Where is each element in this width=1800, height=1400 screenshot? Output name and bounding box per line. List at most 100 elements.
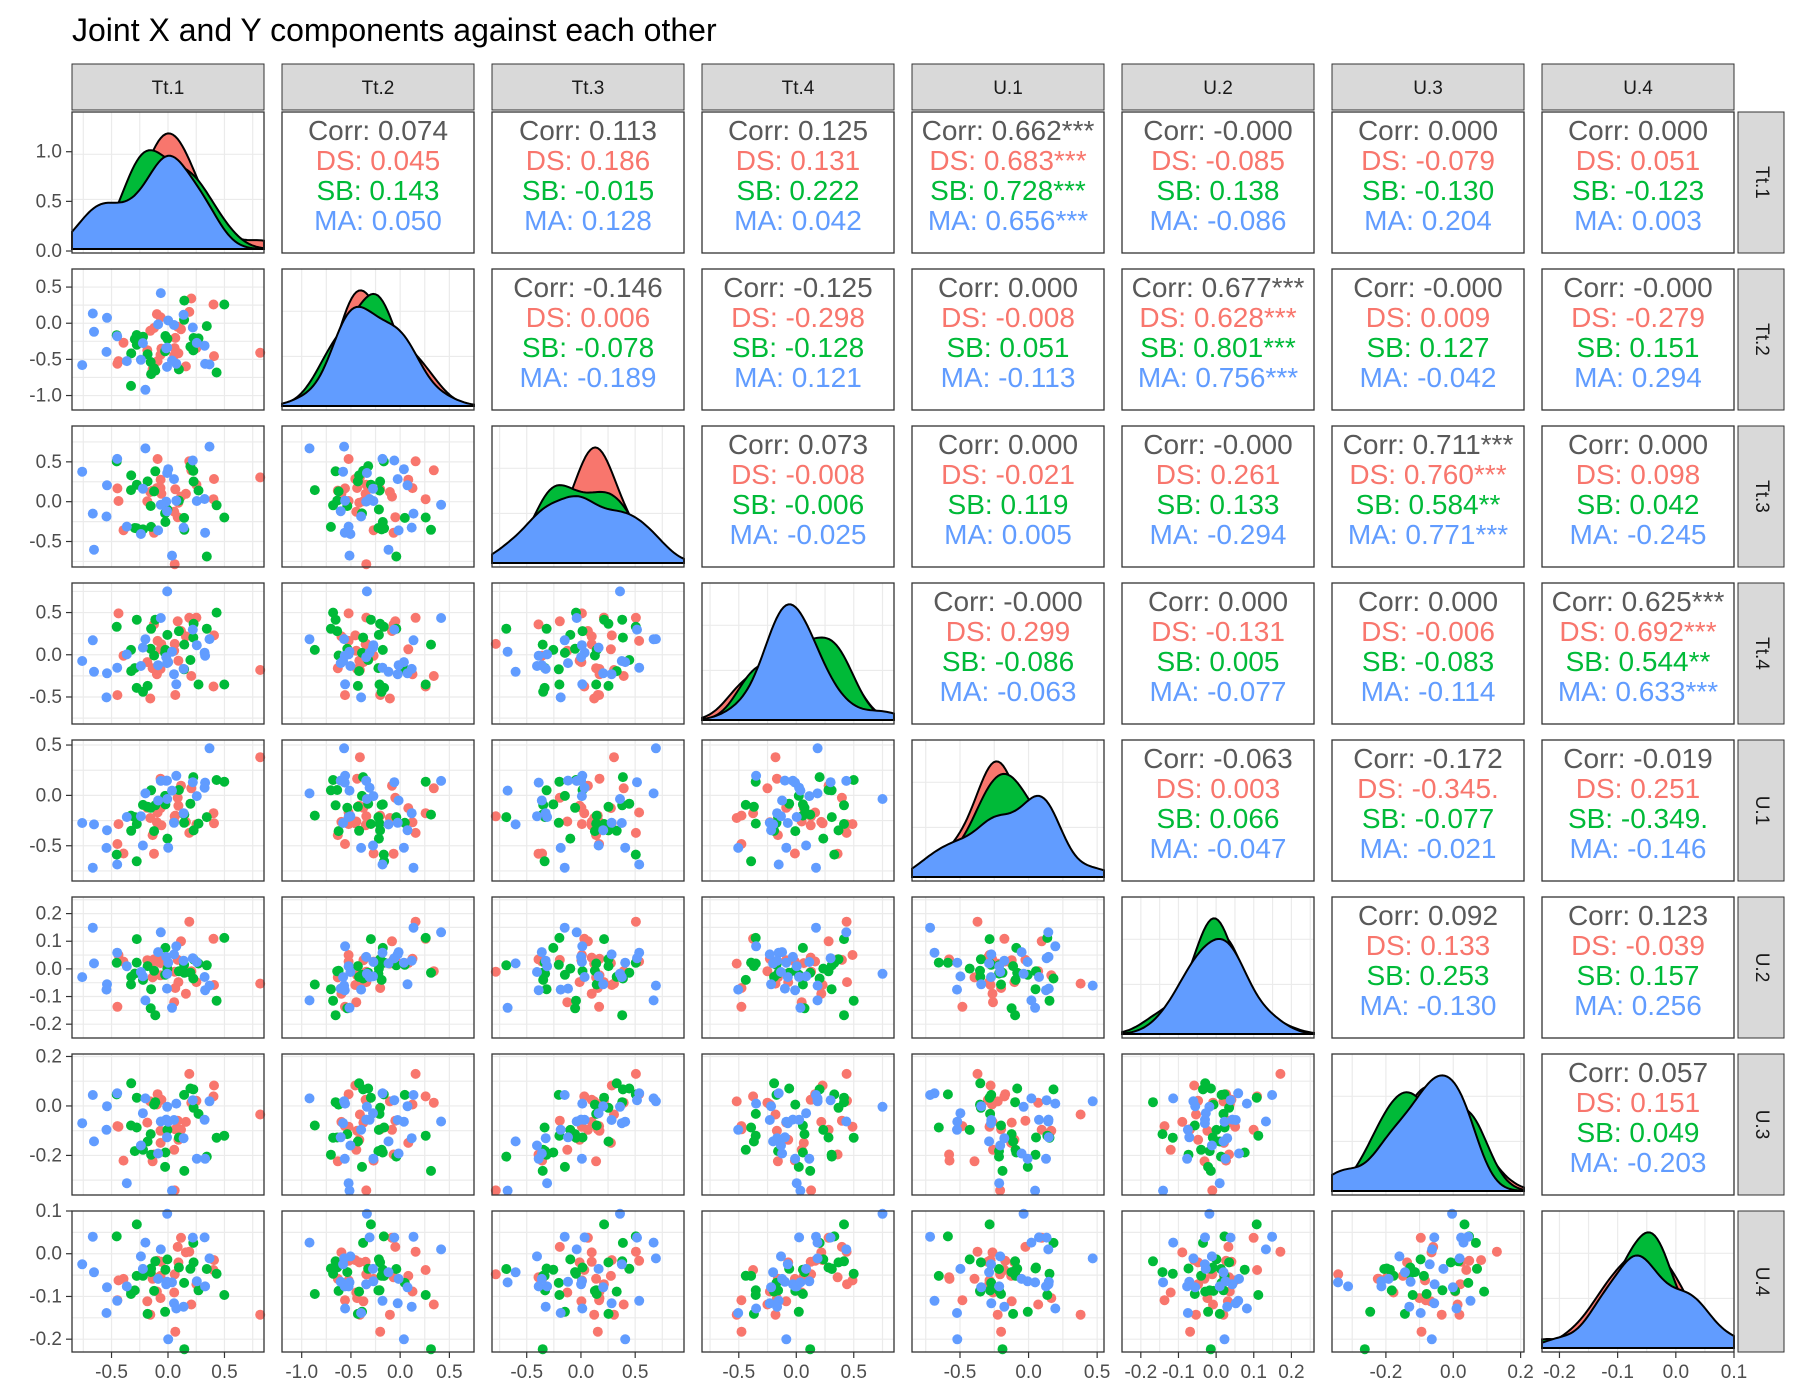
point-ma <box>339 743 350 754</box>
point-ma <box>510 1136 521 1147</box>
panel-u2-u3-bg <box>1332 897 1524 1038</box>
corr-corr-u1-u3: Corr: -0.172 <box>1353 743 1502 774</box>
panel-tt2-u1-border <box>911 268 1105 411</box>
corr-sb-tt1-tt4: SB: 0.222 <box>737 175 860 206</box>
point-ma <box>187 322 198 333</box>
point-ds <box>591 1273 602 1284</box>
panel-u2-tt1-scatter <box>77 916 266 1021</box>
point-sb <box>589 1099 600 1110</box>
point-sb <box>599 934 610 945</box>
panel-u1-tt3-border <box>491 739 685 882</box>
panel-u3-u2-scatter <box>1148 1068 1286 1196</box>
point-sb <box>373 833 384 844</box>
point-ma <box>153 947 164 958</box>
corr-ds-tt2-u1: DS: -0.008 <box>941 302 1075 333</box>
point-sb <box>129 1285 140 1296</box>
point-sb <box>1203 1161 1214 1172</box>
point-ds <box>490 1269 501 1280</box>
point-ma <box>1429 1232 1440 1243</box>
point-ma <box>140 788 151 799</box>
point-ma <box>389 1095 400 1106</box>
point-ds <box>410 1068 421 1079</box>
point-ma <box>542 649 553 660</box>
point-ds <box>343 1089 354 1100</box>
corr-ma-tt1-tt4: MA: 0.042 <box>734 205 862 236</box>
point-ma <box>171 1303 182 1314</box>
point-ma <box>632 777 642 788</box>
point-sb <box>391 551 402 562</box>
corr-ma-tt2-u4: MA: 0.294 <box>1574 362 1702 393</box>
point-ds <box>618 783 629 794</box>
point-sb <box>420 932 431 943</box>
point-ma <box>772 808 783 819</box>
point-ma <box>121 649 132 660</box>
point-ds <box>170 484 181 495</box>
point-ds <box>999 933 1010 944</box>
point-ds <box>1191 1309 1201 1320</box>
point-ma <box>1225 1232 1236 1243</box>
panel-tt2-tt4-bg <box>702 269 894 410</box>
point-ma <box>1034 972 1044 982</box>
point-ma <box>1227 1114 1238 1125</box>
point-ma <box>140 443 151 454</box>
point-sb <box>146 984 157 995</box>
point-sb <box>1479 1286 1490 1297</box>
point-ma <box>1026 1237 1037 1248</box>
corr-sb-tt3-u2: SB: 0.133 <box>1157 489 1280 520</box>
point-ma <box>338 466 349 477</box>
point-ds <box>630 827 641 838</box>
point-ma <box>579 1232 590 1243</box>
point-sb <box>1224 1257 1235 1268</box>
point-sb <box>750 1130 761 1141</box>
point-ds <box>842 1279 852 1290</box>
point-ma <box>135 1140 146 1151</box>
point-ma <box>368 957 379 967</box>
point-sb <box>565 833 576 844</box>
column-strip-u2 <box>1121 63 1315 111</box>
panel-u3-u3-border <box>1331 1053 1525 1196</box>
point-sb <box>325 1149 336 1160</box>
panel-tt3-tt4-bg <box>702 426 894 567</box>
point-ma <box>1234 1148 1244 1159</box>
point-ds <box>1000 1089 1011 1100</box>
point-ds <box>420 1265 431 1275</box>
point-ma <box>995 1140 1006 1151</box>
point-sb <box>554 679 565 690</box>
point-ma <box>616 1259 627 1270</box>
point-sb <box>188 465 199 476</box>
point-ma <box>102 1282 112 1293</box>
point-ma <box>102 312 112 323</box>
point-sb <box>1157 1267 1168 1278</box>
point-sb <box>219 932 230 943</box>
row-strip-label-tt2: Tt.2 <box>1751 323 1772 356</box>
point-sb <box>1253 1130 1264 1141</box>
point-sb <box>933 1270 944 1281</box>
column-strip-tt2 <box>281 63 475 111</box>
panel-tt2-tt2-border <box>281 268 475 411</box>
y-tick-label-u2: 0.1 <box>36 931 62 952</box>
point-ma <box>340 495 351 506</box>
point-sb <box>997 1165 1008 1176</box>
point-ds <box>375 983 386 993</box>
point-ds <box>562 997 573 1008</box>
point-sb <box>162 1124 173 1135</box>
corr-sb-tt3-u4: SB: 0.042 <box>1577 489 1700 520</box>
point-ds <box>554 616 565 627</box>
point-sb <box>823 1132 834 1143</box>
panel-tt4-tt1-scatter <box>77 586 266 704</box>
point-ma <box>984 1267 995 1278</box>
point-ma <box>877 1101 888 1112</box>
point-ma <box>368 1276 379 1287</box>
point-sb <box>539 1122 550 1133</box>
point-ds <box>490 1185 501 1196</box>
point-ma <box>790 985 801 996</box>
point-ma <box>1018 968 1029 979</box>
point-sb <box>1407 1290 1418 1300</box>
point-ma <box>1447 1208 1458 1219</box>
point-sb <box>554 776 565 787</box>
point-sb <box>420 512 431 523</box>
point-ds <box>842 977 852 988</box>
point-sb <box>975 971 986 982</box>
point-sb <box>201 321 212 332</box>
corr-ds-tt2-u4: DS: -0.279 <box>1571 302 1705 333</box>
